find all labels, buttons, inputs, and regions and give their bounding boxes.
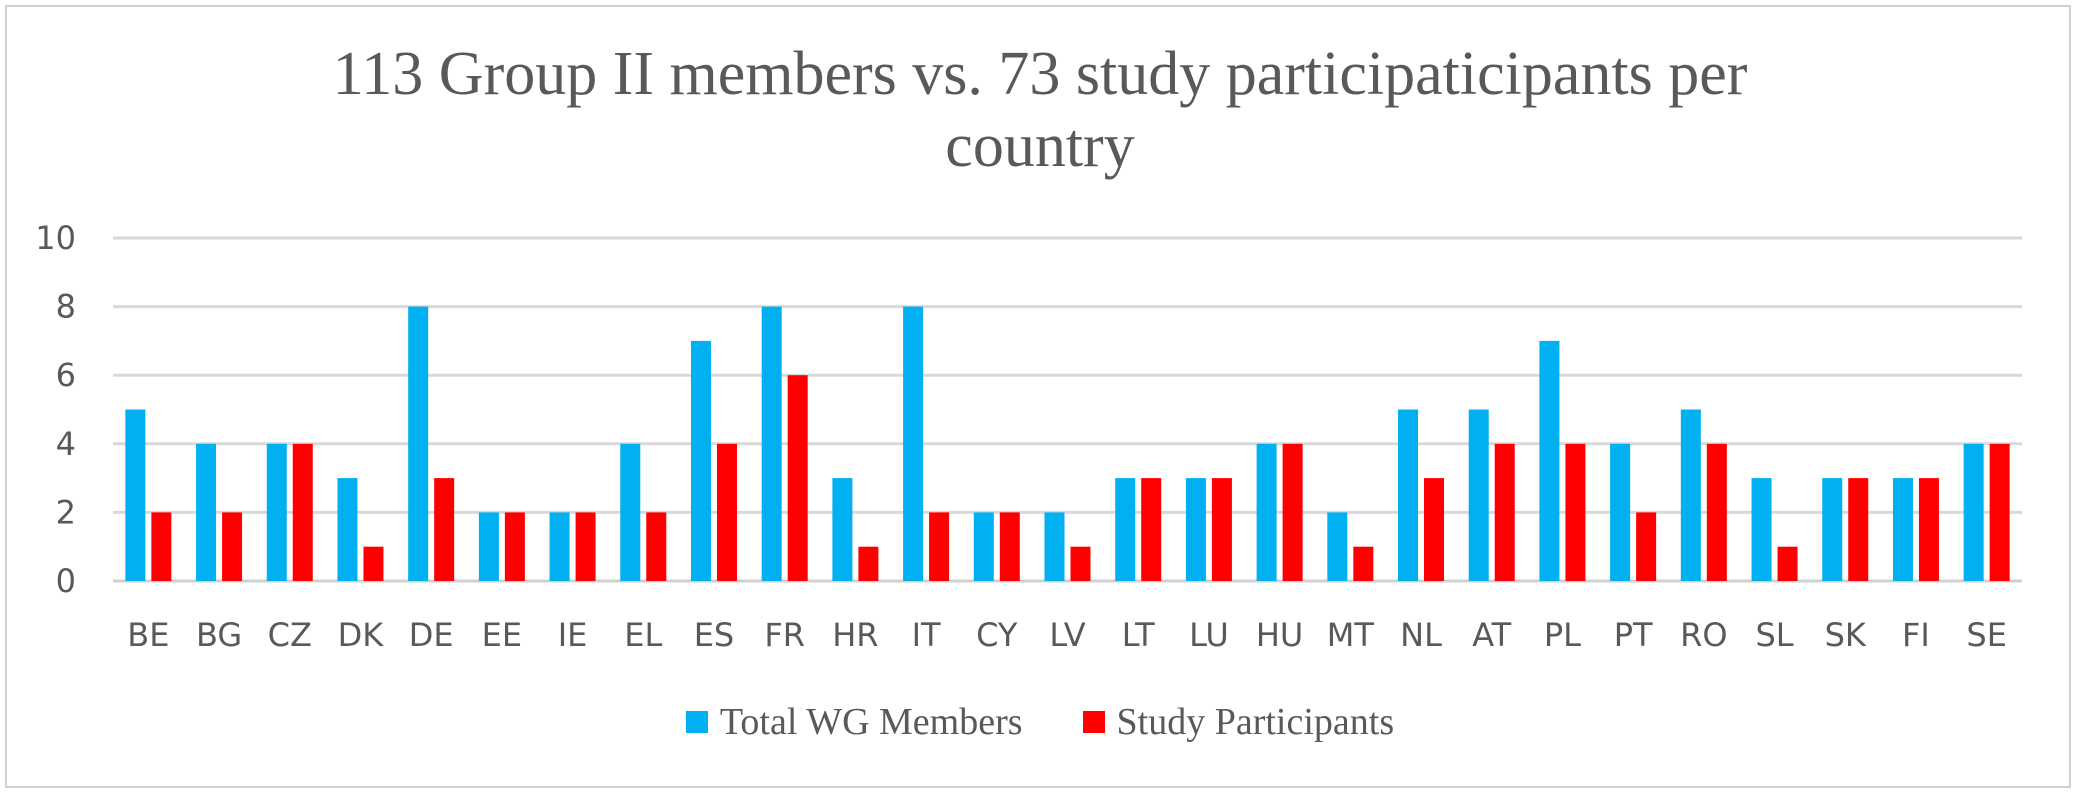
bar-total-wg-members: [549, 512, 570, 581]
legend-swatch-total: [685, 711, 708, 733]
x-tick-label: NL: [1400, 616, 1442, 654]
bar-study-participants: [575, 512, 596, 581]
bar-total-wg-members: [832, 478, 853, 581]
bar-study-participants: [646, 512, 667, 581]
x-tick-label: PL: [1544, 616, 1581, 654]
bar-total-wg-members: [1539, 340, 1560, 581]
x-tick-label: AT: [1472, 616, 1511, 654]
bar-study-participants: [292, 443, 313, 581]
x-tick-label: FR: [764, 616, 805, 654]
bar-total-wg-members: [761, 306, 782, 581]
bar-study-participants: [504, 512, 525, 581]
x-tick-label: CZ: [268, 616, 312, 654]
bar-total-wg-members: [903, 306, 924, 581]
bar-total-wg-members: [1822, 478, 1843, 581]
chart-title-line-1: 113 Group II members vs. 73 study partic…: [332, 40, 1748, 108]
bar-study-participants: [1636, 512, 1657, 581]
x-tick-label: MT: [1327, 616, 1375, 654]
bar-total-wg-members: [1680, 409, 1701, 581]
bar-study-participants: [1282, 443, 1303, 581]
bar-total-wg-members: [266, 443, 287, 581]
x-tick-label: FI: [1902, 616, 1930, 654]
y-tick-label: 8: [56, 288, 76, 326]
x-tick-label: LT: [1122, 616, 1155, 654]
x-tick-label: RO: [1680, 616, 1727, 654]
bar-total-wg-members: [1468, 409, 1489, 581]
x-tick-label: BE: [127, 616, 169, 654]
bar-study-participants: [1070, 546, 1091, 581]
bar-total-wg-members: [973, 512, 994, 581]
bar-study-participants: [929, 512, 950, 581]
bar-total-wg-members: [1398, 409, 1419, 581]
y-tick-label: 2: [56, 493, 76, 531]
bar-study-participants: [151, 512, 172, 581]
x-tick-label: BG: [196, 616, 242, 654]
y-tick-label: 6: [56, 356, 76, 394]
bar-study-participants: [787, 375, 808, 581]
bar-total-wg-members: [196, 443, 217, 581]
bar-total-wg-members: [408, 306, 429, 581]
bar-total-wg-members: [1751, 478, 1772, 581]
x-tick-label: LU: [1189, 616, 1229, 654]
bar-study-participants: [1353, 546, 1374, 581]
legend-swatch-participants: [1082, 711, 1105, 733]
x-tick-label: HU: [1256, 616, 1303, 654]
legend-label-total: Total WG Members: [719, 701, 1023, 743]
x-tick-label: DE: [409, 616, 454, 654]
bar-total-wg-members: [337, 478, 358, 581]
x-tick-label: SK: [1825, 616, 1867, 654]
bar-study-participants: [1848, 478, 1869, 581]
bar-study-participants: [1565, 443, 1586, 581]
x-tick-label: PT: [1614, 616, 1653, 654]
y-tick-label: 10: [35, 219, 76, 257]
bar-total-wg-members: [690, 340, 711, 581]
x-tick-label: SE: [1966, 616, 2007, 654]
bar-total-wg-members: [620, 443, 641, 581]
chart-legend: Total WG Members Study Participants: [0, 700, 2080, 744]
y-tick-label: 4: [56, 425, 76, 463]
bar-study-participants: [222, 512, 243, 581]
bar-total-wg-members: [1892, 478, 1913, 581]
bar-study-participants: [1918, 478, 1939, 581]
bar-study-participants: [858, 546, 879, 581]
bar-total-wg-members: [1327, 512, 1348, 581]
x-tick-label: EL: [624, 616, 662, 654]
bar-study-participants: [716, 443, 737, 581]
bar-total-wg-members: [1610, 443, 1631, 581]
bar-study-participants: [1494, 443, 1515, 581]
bar-study-participants: [1989, 443, 2010, 581]
x-tick-label: SL: [1755, 616, 1793, 654]
x-tick-label: DK: [338, 616, 385, 654]
bar-total-wg-members: [478, 512, 499, 581]
legend-item-total: Total WG Members: [685, 700, 1023, 744]
bar-study-participants: [1777, 546, 1798, 581]
bar-total-wg-members: [1044, 512, 1065, 581]
bar-study-participants: [1211, 478, 1232, 581]
bar-total-wg-members: [125, 409, 146, 581]
bar-total-wg-members: [1115, 478, 1136, 581]
x-tick-label: IE: [558, 616, 588, 654]
x-tick-label: ES: [694, 616, 735, 654]
x-tick-label: IT: [912, 616, 941, 654]
chart-frame: [5, 5, 2071, 788]
bar-study-participants: [1424, 478, 1445, 581]
legend-item-participants: Study Participants: [1082, 700, 1395, 744]
bar-total-wg-members: [1185, 478, 1206, 581]
bar-study-participants: [363, 546, 384, 581]
chart-title: 113 Group II members vs. 73 study partic…: [0, 38, 2080, 182]
bar-study-participants: [434, 478, 455, 581]
x-tick-label: EE: [482, 616, 522, 654]
legend-label-participants: Study Participants: [1116, 701, 1395, 743]
bar-total-wg-members: [1963, 443, 1984, 581]
chart-title-line-2: country: [945, 112, 1135, 180]
x-tick-label: LV: [1049, 616, 1085, 654]
bar-total-wg-members: [1256, 443, 1277, 581]
x-tick-label: HR: [832, 616, 878, 654]
bar-study-participants: [1141, 478, 1162, 581]
bar-study-participants: [1706, 443, 1727, 581]
y-tick-label: 0: [56, 562, 76, 600]
bar-study-participants: [999, 512, 1020, 581]
x-tick-label: CY: [976, 616, 1018, 654]
